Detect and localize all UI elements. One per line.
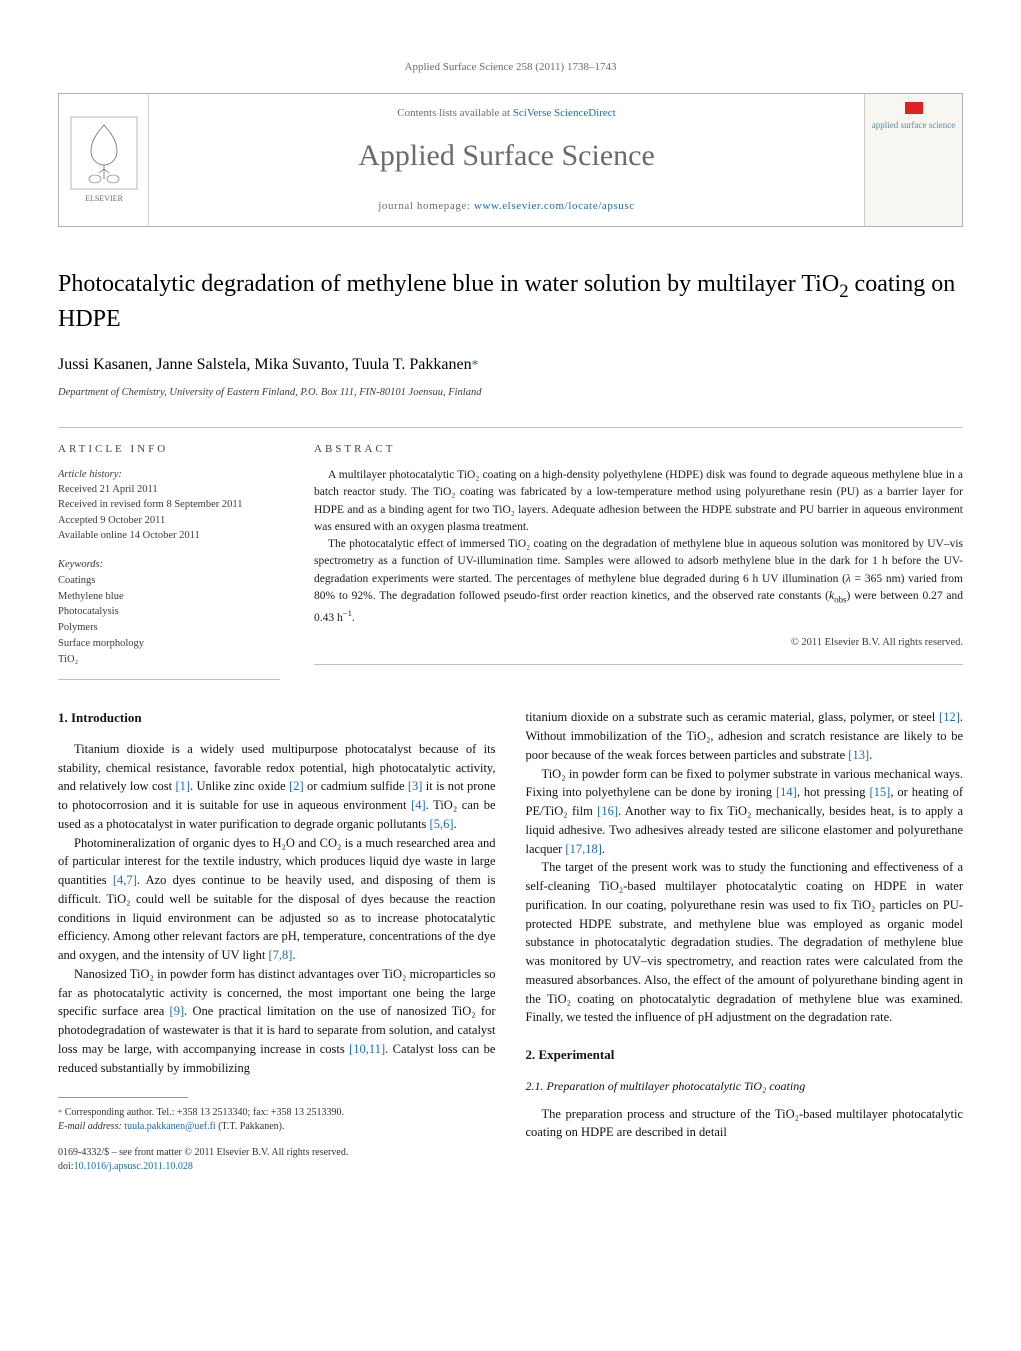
keyword: Coatings [58,573,280,589]
history-accepted: Accepted 9 October 2011 [58,513,280,528]
abstract-p2-d: . [352,611,355,623]
cite-link[interactable]: [14] [776,785,797,799]
abstract-column: ABSTRACT A multilayer photocatalytic TiO… [314,442,963,681]
author-names: Jussi Kasanen, Janne Salstela, Mika Suva… [58,356,472,373]
history-revised: Received in revised form 8 September 201… [58,497,280,512]
abstract-p2: The photocatalytic effect of immersed Ti… [314,536,963,627]
section-2-1-heading: 2.1. Preparation of multilayer photocata… [526,1077,964,1095]
title-sub: 2 [839,281,848,302]
keywords-block: Keywords: Coatings Methylene blue Photoc… [58,557,280,667]
footnote-separator [58,1097,188,1098]
exp-neg1: −1 [343,608,352,618]
elsevier-tree-icon: ELSEVIER [69,115,139,205]
journal-homepage-line: journal homepage: www.elsevier.com/locat… [378,199,635,214]
keywords-label: Keywords: [58,557,280,573]
history-online: Available online 14 October 2011 [58,528,280,543]
footnote-text: Corresponding author. Tel.: +358 13 2513… [62,1107,344,1118]
corresponding-mark: * [472,357,479,372]
author-list: Jussi Kasanen, Janne Salstela, Mika Suva… [58,354,963,376]
cite-link[interactable]: [5,6] [430,817,454,831]
front-matter-line: 0169-4332/$ – see front matter © 2011 El… [58,1146,496,1160]
s2-1-p1: The preparation process and structure of… [526,1105,964,1143]
cover-flag-icon [905,102,923,114]
meta-row: ARTICLE INFO Article history: Received 2… [58,427,963,681]
header-center: Contents lists available at SciVerse Sci… [149,94,864,226]
cite-link[interactable]: [9] [170,1004,185,1018]
history-received: Received 21 April 2011 [58,482,280,497]
affiliation: Department of Chemistry, University of E… [58,386,963,401]
doi-link[interactable]: 10.1016/j.apsusc.2011.10.028 [74,1161,193,1172]
abstract-heading: ABSTRACT [314,442,963,457]
body-columns: 1. Introduction Titanium dioxide is a wi… [58,708,963,1174]
cite-link[interactable]: [17,18] [565,842,601,856]
cite-link[interactable]: [10,11] [349,1042,385,1056]
journal-header-box: ELSEVIER Contents lists available at Sci… [58,93,963,227]
cite-link[interactable]: [13] [848,748,869,762]
copyright-line: © 2011 Elsevier B.V. All rights reserved… [314,635,963,651]
doi-block: 0169-4332/$ – see front matter © 2011 El… [58,1146,496,1174]
article-title: Photocatalytic degradation of methylene … [58,269,963,333]
page: Applied Surface Science 258 (2011) 1738–… [0,0,1021,1214]
abstract-p1: A multilayer photocatalytic TiO₂ coating… [314,467,963,536]
left-column: 1. Introduction Titanium dioxide is a wi… [58,708,496,1174]
cite-link[interactable]: [7,8] [269,948,293,962]
keyword: Photocatalysis [58,604,280,620]
cite-link[interactable]: [12] [939,710,960,724]
journal-cover-thumbnail: applied surface science [864,94,962,226]
cite-link[interactable]: [4] [411,798,426,812]
svg-text:ELSEVIER: ELSEVIER [85,194,123,203]
article-history: Article history: Received 21 April 2011 … [58,467,280,543]
email-label: E-mail address: [58,1121,124,1132]
contents-lists-line: Contents lists available at SciVerse Sci… [397,106,615,121]
email-link[interactable]: tuula.pakkanen@uef.fi [124,1121,215,1132]
running-header: Applied Surface Science 258 (2011) 1738–… [58,60,963,75]
s1-p1: Titanium dioxide is a widely used multip… [58,740,496,834]
article-info-heading: ARTICLE INFO [58,442,280,457]
s1-p2: Photomineralization of organic dyes to H… [58,834,496,965]
title-pre: Photocatalytic degradation of methylene … [58,271,839,297]
sciencedirect-link[interactable]: SciVerse ScienceDirect [513,107,616,119]
email-tail: (T.T. Pakkanen). [216,1121,285,1132]
section-1-heading: 1. Introduction [58,708,496,728]
cite-link[interactable]: [3] [408,779,423,793]
journal-title: Applied Surface Science [358,135,655,177]
article-info-column: ARTICLE INFO Article history: Received 2… [58,427,280,681]
s1-p5: The target of the present work was to st… [526,858,964,1027]
cite-link[interactable]: [4,7] [113,873,137,887]
keyword: TiO₂ [58,652,280,668]
homepage-prefix: journal homepage: [378,200,474,212]
cite-link[interactable]: [16] [597,804,618,818]
corresponding-author-footnote: * Corresponding author. Tel.: +358 13 25… [58,1106,496,1134]
right-column: titanium dioxide on a substrate such as … [526,708,964,1174]
doi-prefix: doi: [58,1161,74,1172]
abstract-body: A multilayer photocatalytic TiO₂ coating… [314,467,963,665]
kobs-obs: obs [834,594,846,604]
s1-p3: Nanosized TiO₂ in powder form has distin… [58,965,496,1078]
cite-link[interactable]: [15] [870,785,891,799]
s1-p4: TiO₂ in powder form can be fixed to poly… [526,765,964,859]
contents-prefix: Contents lists available at [397,107,512,119]
journal-homepage-link[interactable]: www.elsevier.com/locate/apsusc [474,200,635,212]
cite-link[interactable]: [1] [175,779,190,793]
elsevier-logo: ELSEVIER [59,94,149,226]
cite-link[interactable]: [2] [289,779,304,793]
keyword: Methylene blue [58,589,280,605]
cover-title-text: applied surface science [872,120,955,131]
keyword: Polymers [58,620,280,636]
section-2-heading: 2. Experimental [526,1045,964,1065]
keyword: Surface morphology [58,636,280,652]
s1-p3-continued: titanium dioxide on a substrate such as … [526,708,964,764]
history-label: Article history: [58,467,280,482]
